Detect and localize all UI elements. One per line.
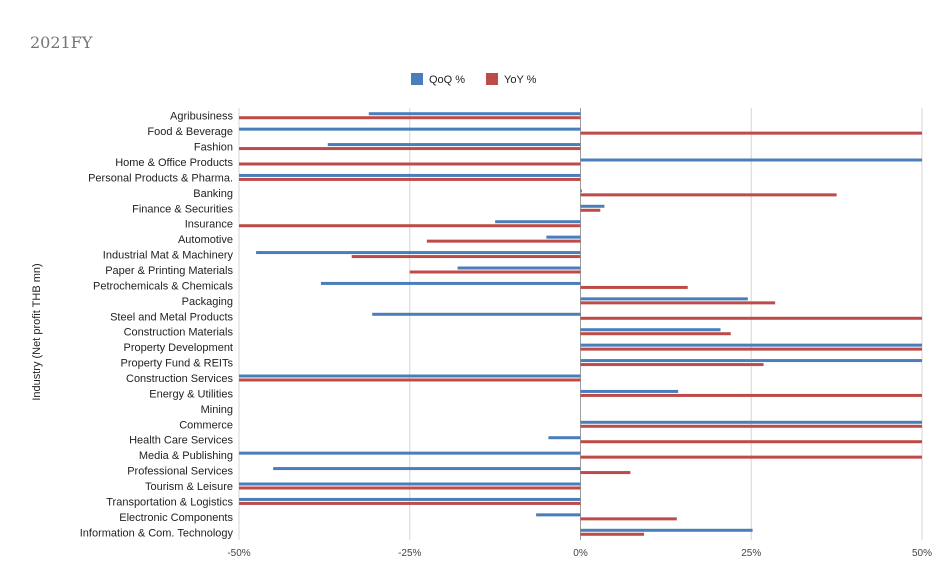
bar-qoq xyxy=(372,312,581,316)
category-label: Mining xyxy=(201,404,233,416)
bar-yoy xyxy=(239,116,581,120)
bars xyxy=(239,112,922,536)
category-label: Automotive xyxy=(178,234,233,246)
category-label: Energy & Utilities xyxy=(149,388,233,400)
bar-qoq xyxy=(256,251,581,255)
bar-qoq xyxy=(368,112,581,116)
bar-yoy xyxy=(239,378,581,382)
bar-yoy xyxy=(580,131,922,135)
category-label: Personal Products & Pharma. xyxy=(88,172,233,184)
category-label: Information & Com. Technology xyxy=(80,527,234,539)
bar-qoq xyxy=(580,158,922,162)
gridlines xyxy=(238,108,923,540)
chart-title: 2021FY xyxy=(30,33,93,52)
bar-qoq xyxy=(239,482,581,486)
bar-qoq xyxy=(548,436,581,440)
category-label: Packaging xyxy=(182,296,233,308)
y-axis-title: Industry (Net profit THB mn) xyxy=(31,263,43,400)
bar-yoy xyxy=(580,440,922,444)
bar-yoy xyxy=(580,424,922,428)
bar-yoy xyxy=(580,393,922,397)
x-tick-label: 0% xyxy=(573,548,588,559)
bar-qoq xyxy=(580,389,679,393)
category-label: Property Development xyxy=(124,342,233,354)
bar-yoy xyxy=(409,270,581,274)
legend-swatch-qoq xyxy=(411,73,423,85)
bar-qoq xyxy=(239,127,581,131)
bar-qoq xyxy=(580,204,605,208)
category-label: Petrochemicals & Chemicals xyxy=(93,280,233,292)
category-label: Health Care Services xyxy=(129,435,233,447)
category-label: Agribusiness xyxy=(170,111,233,123)
legend-label-yoy: YoY % xyxy=(504,74,537,86)
category-label: Transportation & Logistics xyxy=(106,496,233,508)
category-label: Construction Services xyxy=(126,373,233,385)
x-tick-label: -50% xyxy=(227,548,250,559)
category-label: Fashion xyxy=(194,142,233,154)
bar-yoy xyxy=(239,224,581,228)
category-label: Food & Beverage xyxy=(147,126,233,138)
bar-yoy xyxy=(580,332,731,336)
category-label: Electronic Components xyxy=(119,512,233,524)
bar-yoy xyxy=(239,147,581,151)
bar-yoy xyxy=(580,316,922,320)
bar-yoy xyxy=(351,255,581,259)
category-label: Industrial Mat & Machinery xyxy=(103,250,234,262)
bar-qoq xyxy=(580,297,748,301)
bar-yoy xyxy=(580,455,922,459)
bar-qoq xyxy=(273,467,581,471)
bar-yoy xyxy=(239,162,581,166)
legend-swatch-yoy xyxy=(486,73,498,85)
x-tick-labels: -50% -25% 0% 25% 50% xyxy=(227,548,932,559)
bar-qoq xyxy=(580,343,922,347)
x-tick-label: -25% xyxy=(398,548,421,559)
category-label: Insurance xyxy=(185,219,233,231)
category-label: Paper & Printing Materials xyxy=(105,265,233,277)
category-label: Steel and Metal Products xyxy=(110,311,233,323)
bar-qoq xyxy=(546,235,581,239)
category-label: Finance & Securities xyxy=(132,203,233,215)
bar-yoy xyxy=(580,471,631,475)
bar-yoy xyxy=(239,501,581,505)
bar-qoq xyxy=(327,143,581,147)
bar-yoy xyxy=(580,347,922,351)
category-label: Construction Materials xyxy=(124,327,234,339)
category-label: Home & Office Products xyxy=(115,157,233,169)
bar-qoq xyxy=(580,359,922,363)
bar-qoq xyxy=(239,451,581,455)
bar-qoq xyxy=(580,189,582,193)
category-label: Professional Services xyxy=(127,466,233,478)
bar-yoy xyxy=(426,239,581,243)
category-label: Banking xyxy=(193,188,233,200)
bar-qoq xyxy=(239,173,581,177)
bar-yoy xyxy=(580,301,776,305)
bar-yoy xyxy=(580,208,601,212)
x-tick-label: 25% xyxy=(741,548,761,559)
bar-qoq xyxy=(536,513,581,517)
bar-yoy xyxy=(239,177,581,181)
bar-qoq xyxy=(495,220,581,224)
bar-yoy xyxy=(580,517,677,521)
bar-yoy xyxy=(580,532,645,536)
bar-yoy xyxy=(580,193,837,197)
category-label: Tourism & Leisure xyxy=(145,481,233,493)
bar-qoq xyxy=(580,420,922,424)
legend-label-qoq: QoQ % xyxy=(429,74,465,86)
bar-yoy xyxy=(580,363,764,367)
x-tick-label: 50% xyxy=(912,548,932,559)
bar-qoq xyxy=(239,497,581,501)
bar-qoq xyxy=(239,374,581,378)
category-label: Commerce xyxy=(179,419,233,431)
category-label: Media & Publishing xyxy=(139,450,233,462)
bar-qoq xyxy=(457,266,581,270)
bar-qoq xyxy=(580,328,721,332)
category-labels: Agribusiness Food & Beverage Fashion Home &… xyxy=(80,111,234,540)
category-label: Property Fund & REITs xyxy=(121,358,234,370)
bar-qoq xyxy=(320,281,581,285)
bar-qoq xyxy=(580,528,753,532)
legend: QoQ % YoY % xyxy=(411,73,537,86)
bar-yoy xyxy=(239,486,581,490)
bar-yoy xyxy=(580,285,688,289)
